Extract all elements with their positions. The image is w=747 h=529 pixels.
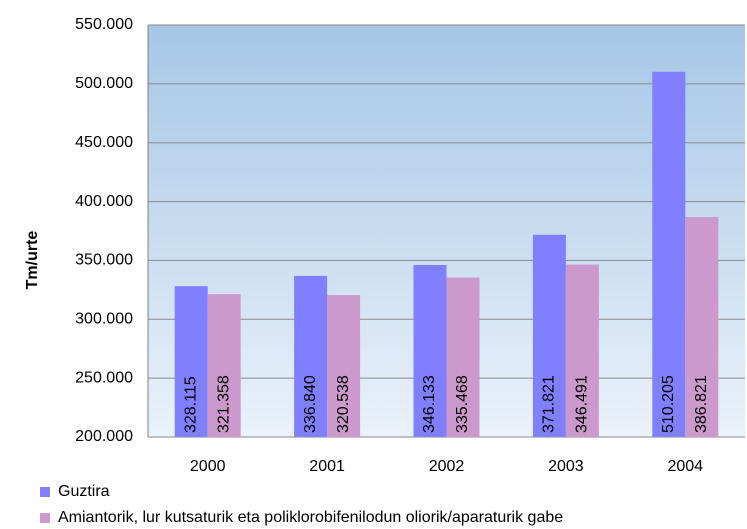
- value-label: 386.821: [693, 375, 710, 433]
- x-tick-label: 2002: [429, 458, 465, 475]
- bar: [207, 294, 241, 437]
- value-label: 346.133: [421, 375, 438, 433]
- value-label: 346.491: [574, 375, 591, 433]
- bar: [652, 71, 686, 438]
- bar: [413, 264, 447, 437]
- bar: [565, 264, 599, 437]
- bar: [446, 277, 480, 437]
- y-axis-label: Tm/urte: [24, 231, 41, 290]
- x-tick-label: 2000: [190, 458, 226, 475]
- y-tick-label: 550.000: [75, 16, 133, 33]
- bar: [294, 275, 328, 437]
- y-tick-label: 500.000: [75, 75, 133, 92]
- value-label: 320.538: [335, 375, 352, 433]
- legend-swatch: [40, 513, 50, 523]
- value-label: 328.115: [182, 376, 199, 433]
- x-tick-label: 2004: [668, 458, 704, 475]
- y-tick-label: 400.000: [75, 193, 133, 210]
- bar: [685, 217, 719, 437]
- y-tick-label: 450.000: [75, 134, 133, 151]
- bar: [532, 234, 566, 437]
- value-label: 371.821: [541, 375, 558, 433]
- value-label: 336.840: [302, 375, 319, 433]
- y-tick-label: 200.000: [75, 428, 133, 445]
- legend-swatch: [40, 487, 50, 497]
- legend-label: Guztira: [58, 483, 110, 500]
- x-tick-label: 2003: [548, 458, 584, 475]
- x-tick-label: 2001: [309, 458, 345, 475]
- y-tick-label: 350.000: [75, 252, 133, 269]
- bar: [327, 295, 361, 437]
- value-label: 321.358: [215, 375, 232, 433]
- bar: [174, 286, 208, 437]
- value-label: 335.468: [454, 375, 471, 433]
- y-tick-label: 300.000: [75, 311, 133, 328]
- legend-label: Amiantorik, lur kutsaturik eta polikloro…: [58, 509, 563, 526]
- value-label: 510.205: [660, 375, 677, 433]
- y-tick-label: 250.000: [75, 369, 133, 386]
